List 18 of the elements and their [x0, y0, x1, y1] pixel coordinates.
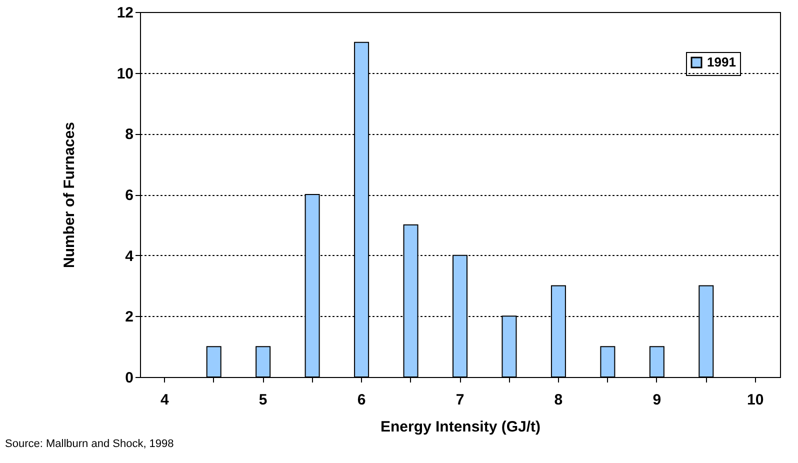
x-tick-label: 5	[258, 392, 268, 408]
x-tick-label: 8	[554, 392, 563, 408]
y-tick-label: 10	[116, 65, 134, 82]
y-tick-label: 8	[125, 126, 134, 144]
y-tick-label: 6	[125, 187, 134, 204]
y-tick-label: 4	[125, 248, 134, 265]
source-note: Source: Mallburn and Shock, 1998	[5, 438, 174, 450]
x-tick-label: 7	[456, 392, 464, 408]
x-tick-label: 4	[160, 392, 170, 408]
x-tick-label: 6	[357, 392, 366, 408]
y-tick-label: 2	[125, 308, 134, 326]
y-tick-label: 12	[116, 4, 134, 22]
y-axis-title: Number of Furnaces	[60, 122, 78, 268]
legend-label: 1991	[707, 54, 736, 70]
x-axis-title: Energy Intensity (GJ/t)	[380, 418, 541, 436]
x-tick-label: 9	[652, 392, 662, 408]
x-tick-label: 10	[747, 392, 764, 408]
y-tick-label: 0	[125, 370, 134, 386]
